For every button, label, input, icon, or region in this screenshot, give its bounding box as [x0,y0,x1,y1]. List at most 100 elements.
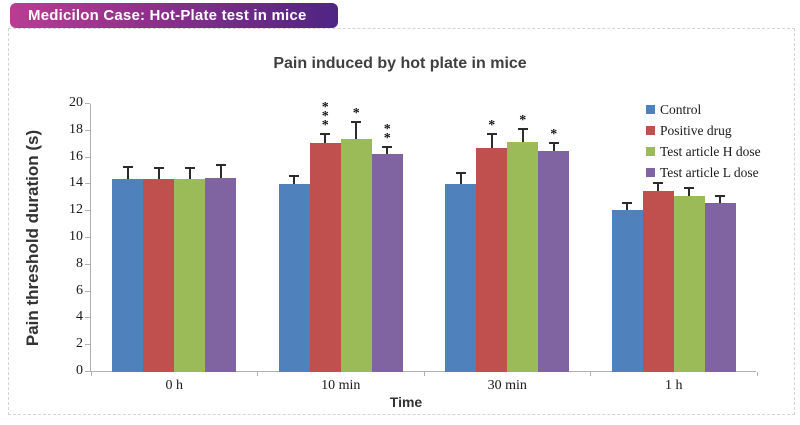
error-bar-cap [122,165,133,168]
bar-test-article-l-dose [538,150,570,372]
x-category-label: 0 h [165,378,184,393]
error-bar-cap [289,175,300,178]
legend-label: Positive drug [660,122,732,138]
error-bar-cap [622,201,633,204]
bar-positive-drug [143,179,175,372]
error-bar-stem [355,121,358,139]
legend-label: Test article H dose [660,143,761,159]
y-axis-tick [85,183,90,185]
chart-title: Pain induced by hot plate in mice [273,55,527,72]
legend-label: Test article L dose [660,164,759,180]
bar-positive-drug [642,191,674,372]
y-axis-tick [85,344,90,346]
error-bar-cap [486,133,497,136]
significance-marker: * * * [321,100,329,134]
y-axis-tick [85,371,90,372]
bar-test-article-h-dose [340,138,372,372]
legend-item: Test article H dose [646,141,761,162]
error-bar-stem [324,133,327,143]
error-bar-cap [715,195,726,198]
error-bar-stem [219,164,222,178]
error-bar-stem [157,166,160,180]
error-bar-cap [548,141,559,144]
x-category-label: 30 min [487,378,527,393]
error-bar-stem [386,145,389,154]
error-bar-stem [521,128,524,142]
bar-test-article-l-dose [205,177,237,372]
legend-swatch-icon [646,168,655,177]
y-tick-label: 2 [76,336,83,352]
x-axis-tick [90,372,92,376]
y-axis-tick [85,317,90,319]
y-tick-label: 0 [76,363,83,378]
legend-swatch-icon [646,126,655,135]
bar-test-article-h-dose [673,196,705,372]
error-bar-stem [126,165,129,180]
legend: Control Positive drug Test article H dose T… [646,99,761,183]
y-tick-label: 10 [69,229,83,244]
x-axis-title: Time [389,394,423,410]
bar-control [445,184,477,372]
legend-item: Control [646,99,761,120]
y-axis-tick [85,263,90,265]
x-axis-tick [423,372,425,376]
bar-test-article-h-dose [507,141,539,372]
error-bar-stem [688,187,691,197]
error-bar-stem [719,195,722,204]
bar-positive-drug [476,148,508,372]
y-axis-tick [85,129,90,131]
header-badge: Medicilon Case: Hot-Plate test in mice [10,3,338,28]
bar-test-article-h-dose [174,179,206,372]
plot-area: 0 2 4 6 8 10 12 14 16 18 20 0 h 10 min 30 min 1 h * * *… [69,95,758,393]
error-bar-cap [382,145,393,148]
y-tick-label: 6 [76,282,83,298]
legend-item: Positive drug [646,120,761,141]
error-bar-cap [517,128,528,131]
error-bar-stem [490,133,493,149]
significance-marker: * [519,113,527,129]
error-bar-stem [188,166,191,180]
x-category-label: 10 min [321,378,361,393]
y-axis-tick [85,290,90,292]
error-bar-stem [459,172,462,185]
y-tick-label: 8 [76,255,83,271]
bar-test-article-l-dose [371,153,403,372]
error-bar-cap [684,187,695,190]
bar-positive-drug [309,142,341,372]
y-axis-tick [85,156,90,158]
significance-marker: * * [383,121,391,146]
error-bar-cap [153,166,164,169]
content-frame [8,28,795,415]
error-bar-stem [552,141,555,151]
y-tick-label: 4 [76,309,83,325]
legend-swatch-icon [646,147,655,156]
legend-item: Test article L dose [646,162,761,183]
error-bar-cap [351,121,362,124]
significance-marker: * [488,118,496,134]
error-bar-cap [320,133,331,136]
bar-control [611,209,643,372]
x-axis-tick [590,372,591,376]
y-tick-label: 12 [69,202,83,218]
y-tick-label: 18 [69,121,83,137]
y-tick-label: 14 [69,175,83,191]
bar-test-article-l-dose [704,203,736,372]
y-axis-title: Pain threshold duration (s) [23,129,42,347]
x-axis-tick [756,372,758,376]
legend-swatch-icon [646,105,655,114]
x-axis-tick [257,372,258,376]
y-axis-tick [85,210,90,212]
x-category-label: 1 h [665,378,683,393]
error-bar-stem [293,175,296,185]
y-axis-tick [85,237,90,238]
header-title: Medicilon Case: Hot-Plate test in mice [28,7,307,24]
significance-marker: * [352,106,360,122]
error-bar-stem [657,181,660,192]
legend-label: Control [660,101,702,117]
bar-control [112,179,144,372]
y-tick-label: 16 [69,148,83,164]
error-bar-cap [653,181,664,184]
error-bar-cap [455,172,466,175]
error-bar-stem [626,201,629,210]
